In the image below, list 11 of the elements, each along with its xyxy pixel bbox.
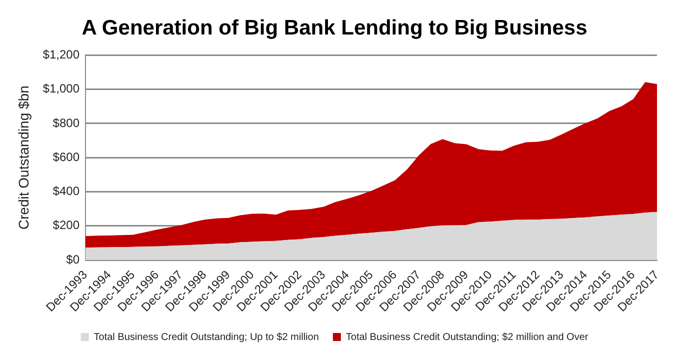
chart-title: A Generation of Big Bank Lending to Big Business [82, 16, 588, 40]
y-axis-title: Credit Outstanding $bn [15, 86, 32, 230]
y-tick-label: $200 [52, 218, 80, 232]
y-tick-label: $800 [52, 116, 80, 130]
y-tick-label: $1,000 [42, 82, 80, 96]
y-tick-label: $1,200 [42, 48, 80, 62]
y-tick-label: $0 [66, 252, 80, 266]
legend-label: Total Business Credit Outstanding; $2 million and Over [346, 332, 589, 343]
y-tick-label: $400 [52, 184, 80, 198]
legend-label: Total Business Credit Outstanding; Up to $2 million [94, 332, 319, 343]
y-tick-label: $600 [52, 150, 80, 164]
